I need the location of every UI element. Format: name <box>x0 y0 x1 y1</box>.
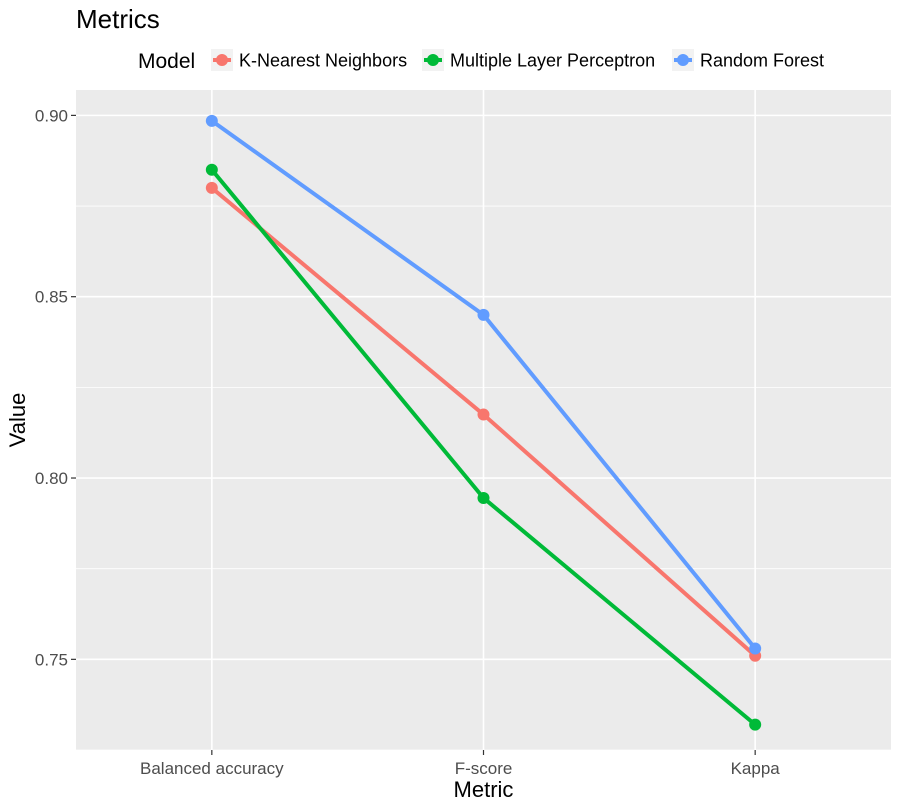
legend-key-point <box>427 54 439 66</box>
data-point <box>477 308 490 321</box>
data-point <box>749 642 762 655</box>
y-tick-label: 0.90 <box>35 106 68 125</box>
legend-label: Multiple Layer Perceptron <box>450 51 655 71</box>
data-point <box>477 408 490 421</box>
y-tick-label: 0.85 <box>35 288 68 307</box>
legend-label: Random Forest <box>700 51 824 71</box>
data-point <box>477 491 490 504</box>
x-axis-title: Metric <box>454 777 514 802</box>
legend-title: Model <box>138 50 195 73</box>
legend: Model K-Nearest Neighbors Multiple Layer … <box>138 49 824 73</box>
legend-item: Multiple Layer Perceptron <box>422 49 655 71</box>
x-tick-label: Kappa <box>731 759 781 778</box>
y-tick-label: 0.75 <box>35 650 68 669</box>
x-tick-label: F-score <box>455 759 513 778</box>
legend-label: K-Nearest Neighbors <box>239 51 407 71</box>
chart-title: Metrics <box>76 4 160 34</box>
x-tick-label: Balanced accuracy <box>140 759 284 778</box>
y-tick-label: 0.80 <box>35 469 68 488</box>
y-axis-title: Value <box>5 393 30 448</box>
data-point <box>205 114 218 127</box>
legend-key-point <box>216 54 228 66</box>
legend-item: K-Nearest Neighbors <box>211 49 407 71</box>
data-point <box>749 718 762 731</box>
legend-key-point <box>677 54 689 66</box>
legend-item: Random Forest <box>672 49 824 71</box>
x-axis-ticks: Balanced accuracy F-score Kappa <box>140 750 780 778</box>
y-axis-ticks: 0.75 0.80 0.85 0.90 <box>35 106 76 669</box>
series-points <box>205 114 762 731</box>
legend-items: K-Nearest Neighbors Multiple Layer Percep… <box>211 49 824 71</box>
data-point <box>205 181 218 194</box>
data-point <box>205 163 218 176</box>
